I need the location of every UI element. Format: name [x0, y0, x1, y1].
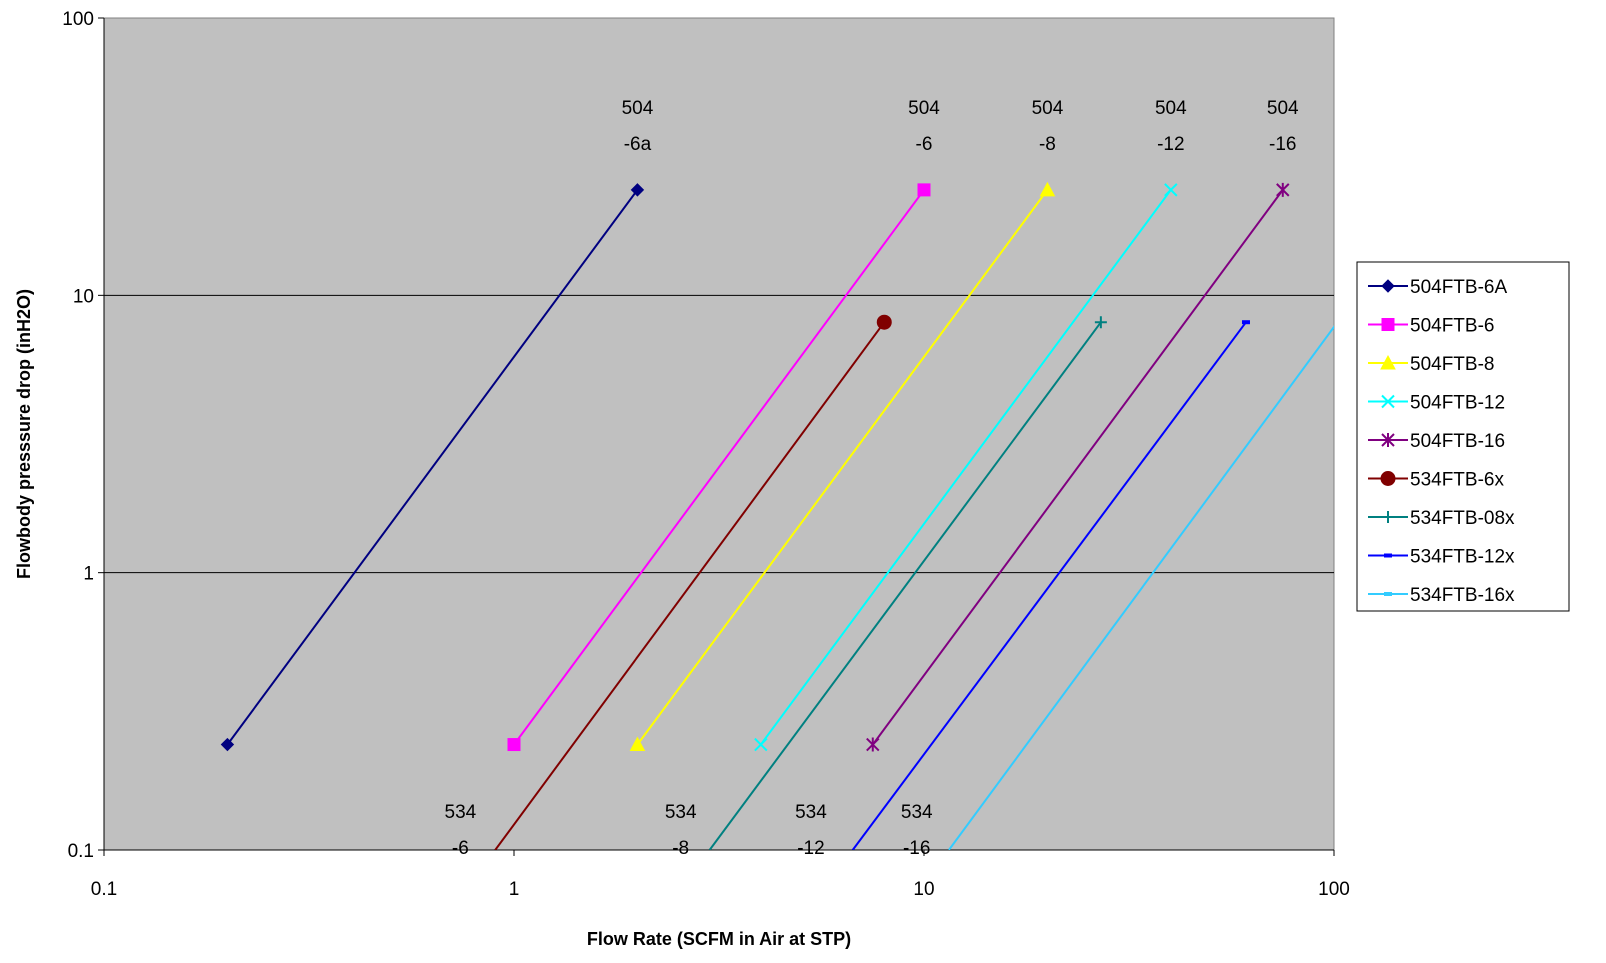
data-point: [1241, 320, 1250, 325]
y-axis-title: Flowbody presssure drop (inH2O): [14, 289, 34, 579]
series-534ftb-12x: [851, 320, 1250, 850]
data-point: [1276, 182, 1290, 197]
legend-entry: 534FTB-16x: [1368, 585, 1515, 606]
data-point: [876, 314, 892, 330]
data-point: [866, 737, 880, 752]
annotations: 504 -6a 504 -6 504 -8 504 -12 504 -16 534 -6 534 -8 53…: [445, 98, 1300, 859]
legend-entry: 534FTB-6x: [1368, 470, 1504, 491]
gridlines: [104, 294, 1334, 574]
legend-marker: [1381, 433, 1395, 447]
y-tick-label: 10: [73, 286, 94, 307]
data-point: [917, 183, 931, 197]
legend-entry: 504FTB-6A: [1368, 277, 1507, 298]
legend-marker: [1382, 511, 1394, 523]
plot-area: [103, 17, 1335, 851]
series-line: [871, 189, 1284, 746]
data-point: [507, 738, 521, 752]
legend-entry: 504FTB-6: [1368, 316, 1494, 337]
series-line: [948, 325, 1334, 850]
legend-marker: [1381, 394, 1395, 409]
y-tick-label: 100: [62, 9, 94, 30]
series-534ftb-16x: [948, 325, 1334, 850]
legend-label: 504FTB-6: [1410, 316, 1494, 337]
data-point: [1094, 316, 1107, 329]
x-tick-label: 0.1: [91, 879, 117, 900]
data-point: [220, 737, 235, 752]
data-point: [629, 736, 646, 752]
y-tick-label: 0.1: [68, 841, 94, 862]
legend-label: 504FTB-6A: [1410, 277, 1507, 298]
legend-label: 534FTB-6x: [1410, 470, 1504, 491]
legend-marker: [1380, 354, 1396, 370]
data-point: [754, 737, 768, 752]
legend-entry: 504FTB-12: [1368, 393, 1505, 414]
series-annotation: 534 -6: [445, 802, 477, 859]
data-point: [630, 183, 645, 197]
series-line: [226, 189, 639, 746]
series-line: [851, 321, 1247, 850]
series-annotation: 534 -12: [795, 802, 827, 859]
legend: 504FTB-6A 504FTB-6 504FTB-8 504FTB-12 504FTB…: [1356, 261, 1570, 612]
series-504ftb-12: [754, 183, 1178, 752]
series-layer: [220, 181, 1334, 850]
series-line: [636, 189, 1049, 746]
legend-entry: 504FTB-16: [1368, 431, 1505, 452]
legend-marker: [1381, 318, 1395, 331]
legend-marker: [1384, 592, 1392, 596]
series-annotation: 504 -16: [1267, 98, 1299, 155]
series-line: [513, 189, 925, 746]
legend-label: 504FTB-12: [1410, 393, 1505, 414]
legend-marker: [1384, 553, 1392, 558]
series-annotation: 504 -6a: [622, 98, 654, 155]
x-tick-label: 1: [509, 879, 520, 900]
series-534ftb-08x: [708, 316, 1107, 850]
legend-label: 504FTB-8: [1410, 354, 1494, 375]
series-annotation: 504 -12: [1155, 98, 1187, 155]
legend-marker: [1380, 471, 1396, 486]
series-504ftb-6a: [220, 183, 645, 752]
series-line: [708, 321, 1102, 850]
series-annotation: 534 -16: [901, 802, 933, 859]
series-line: [759, 189, 1172, 746]
legend-entry: 534FTB-12x: [1368, 547, 1515, 568]
series-annotation: 504 -6: [908, 98, 940, 155]
legend-label: 534FTB-16x: [1410, 585, 1515, 606]
x-tick-label: 100: [1318, 879, 1350, 900]
series-line: [494, 321, 886, 850]
legend-entry: 534FTB-08x: [1368, 508, 1515, 529]
x-tick-label: 10: [913, 879, 934, 900]
legend-label: 504FTB-16: [1410, 431, 1505, 452]
legend-label: 534FTB-12x: [1410, 547, 1515, 568]
series-534ftb-6x: [494, 314, 892, 850]
data-point: [1039, 181, 1056, 197]
series-504ftb-8: [629, 181, 1056, 752]
legend-entry: 504FTB-8: [1368, 354, 1494, 375]
series-annotation: 504 -8: [1032, 98, 1064, 155]
x-axis-title: Flow Rate (SCFM in Air at STP): [587, 929, 851, 949]
series-504ftb-6: [507, 183, 931, 752]
axes: 0.1 1 10 100 0.1 1 10 100: [62, 9, 1350, 900]
series-annotation: 534 -8: [665, 802, 697, 859]
legend-marker: [1381, 279, 1395, 293]
data-point: [1164, 183, 1178, 197]
y-tick-label: 1: [83, 564, 94, 585]
series-504ftb-16: [866, 182, 1290, 752]
legend-label: 534FTB-08x: [1410, 508, 1515, 529]
